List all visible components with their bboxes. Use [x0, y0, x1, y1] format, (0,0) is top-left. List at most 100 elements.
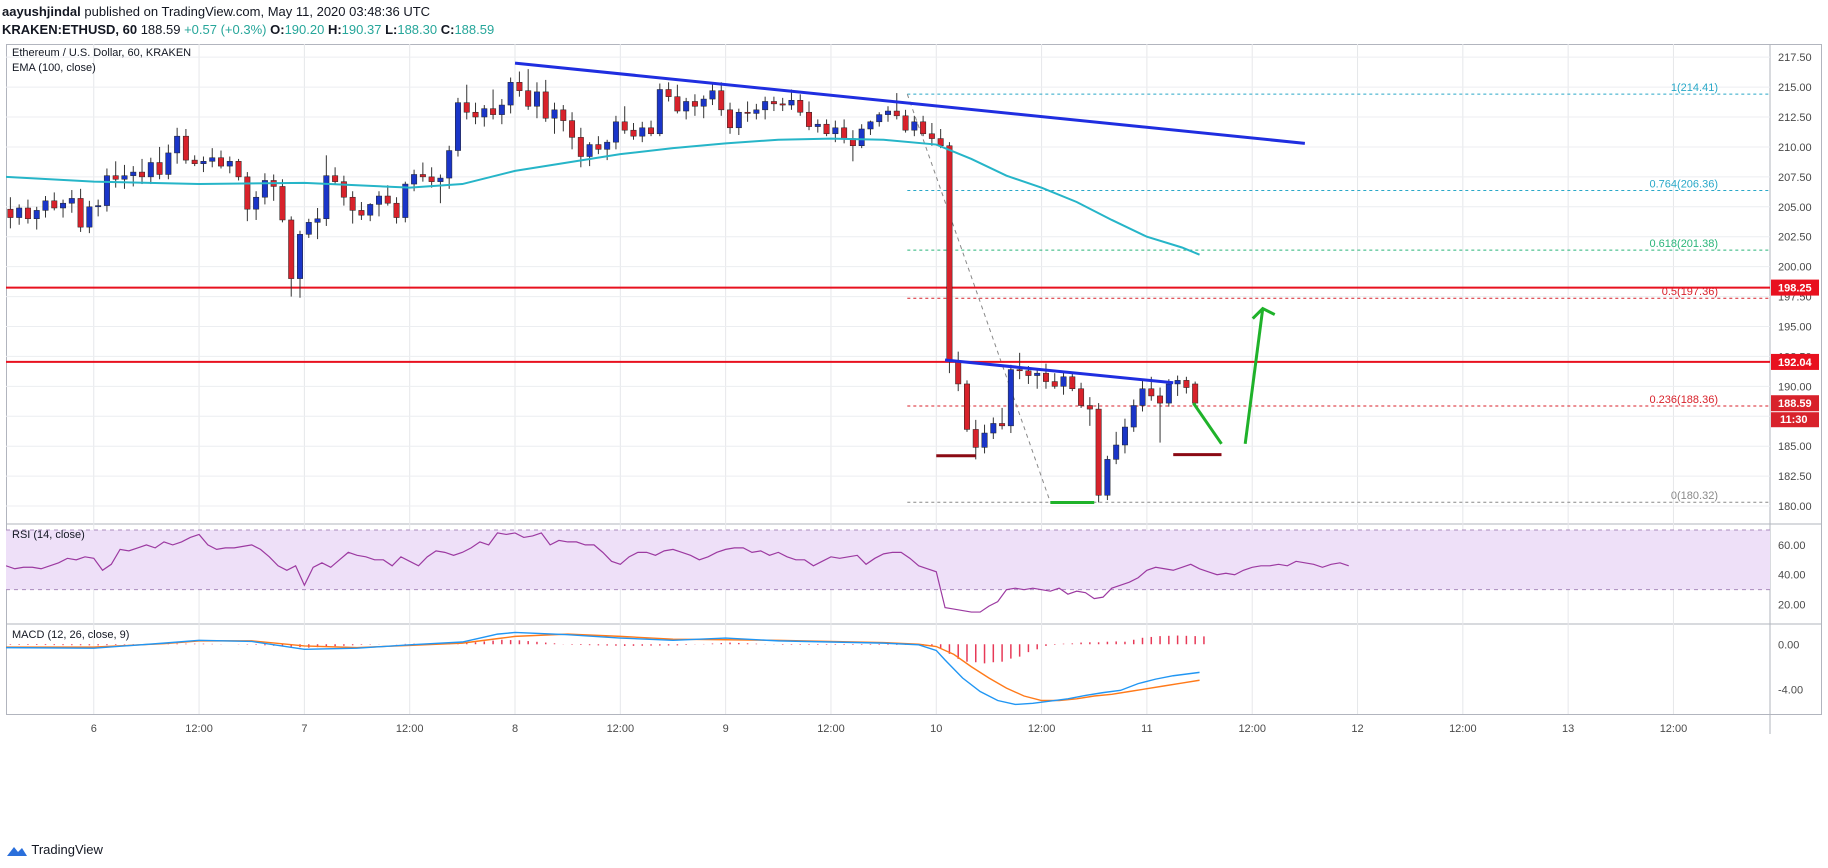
candle-body: [1130, 405, 1137, 428]
rsi-tick-label: 60.00: [1778, 540, 1806, 552]
candle-body: [841, 127, 848, 139]
rsi-line: [6, 532, 1349, 613]
x-tick-label: 13: [1562, 723, 1574, 735]
open-label: O:: [270, 22, 285, 37]
candle-body: [797, 100, 804, 113]
x-tick-label: 11: [1141, 723, 1152, 735]
candle-body: [182, 135, 189, 161]
candle-body: [735, 111, 742, 129]
candle-body: [981, 432, 988, 448]
candle-body: [665, 89, 672, 97]
publish-info: aayushjindal published on TradingView.co…: [2, 4, 430, 19]
candle-body: [288, 219, 295, 279]
candle-body: [411, 174, 418, 185]
candle-body: [1095, 408, 1102, 496]
rsi-tick-label: 20.00: [1778, 600, 1806, 612]
candle-body: [1060, 376, 1067, 387]
candle-body: [718, 90, 725, 111]
candle-body: [1139, 388, 1146, 406]
publish-header: aayushjindal published on TradingView.co…: [0, 0, 1828, 44]
candle-body: [595, 144, 602, 150]
candle-body: [33, 210, 40, 220]
price-change: +0.57 (+0.3%): [184, 22, 267, 37]
candle-body: [323, 175, 330, 220]
candle-body: [814, 123, 821, 127]
x-tick-label: 7: [301, 723, 307, 735]
footer-brand[interactable]: TradingView: [6, 842, 103, 864]
candle-body: [674, 96, 681, 112]
resistance-price-tag: [1771, 279, 1819, 296]
candle-body: [437, 177, 444, 182]
candle-body: [507, 82, 514, 106]
candle-body: [200, 161, 207, 164]
candle-body: [226, 161, 233, 167]
candle-body: [551, 109, 558, 119]
candle-body: [112, 175, 119, 180]
candle-body: [165, 152, 172, 175]
x-tick-label: 12:00: [607, 723, 635, 735]
close-value: 188.59: [454, 22, 495, 37]
x-tick-label: 6: [91, 723, 97, 735]
candle-body: [244, 176, 251, 210]
chart-frame[interactable]: 6 12:00 7 12:00 8 12:00 9 12:00 10 12:00 11 12:00 12…: [6, 44, 1822, 834]
low-label: L:: [385, 22, 398, 37]
candle-body: [1042, 372, 1049, 382]
resistance-price-label: 198.25: [1778, 283, 1812, 295]
candle-body: [1121, 426, 1128, 446]
open-value: 190.20: [284, 22, 325, 37]
fib-level-label: 0.764(206.36): [1650, 179, 1719, 191]
candle-body: [656, 89, 663, 135]
candle-body: [454, 102, 461, 151]
y-tick-label: 205.00: [1778, 202, 1812, 214]
candle-body: [218, 157, 224, 167]
candle-body: [261, 180, 268, 198]
projection-arrow: [1243, 308, 1265, 444]
candle-body: [103, 175, 110, 206]
candle-body: [999, 423, 1006, 427]
candle-body: [297, 234, 303, 279]
candle-body: [639, 127, 646, 137]
y-tick-label: 180.00: [1778, 501, 1812, 513]
candle-body: [788, 100, 795, 106]
candle-body: [393, 202, 400, 218]
candle-body: [1157, 395, 1164, 404]
last-price-tag: [1771, 395, 1819, 412]
y-tick-label: 195.00: [1778, 321, 1812, 333]
y-tick-label: 212.50: [1778, 112, 1812, 124]
candle-body: [1192, 383, 1199, 404]
fib-level-label: 0.236(188.36): [1650, 394, 1719, 406]
y-tick-label: 217.50: [1778, 52, 1812, 64]
rsi-tick-label: 40.00: [1778, 570, 1806, 582]
candle-body: [446, 150, 453, 179]
y-tick-label: 190.00: [1778, 381, 1812, 393]
candle-body: [349, 196, 356, 211]
candle-body: [832, 127, 839, 135]
x-tick-label: 12:00: [817, 723, 845, 735]
candle-body: [463, 102, 470, 113]
candle-body: [569, 120, 576, 138]
low-value: 188.30: [397, 22, 438, 37]
candle-body: [1104, 459, 1111, 496]
candle-body: [621, 121, 628, 131]
fib-level-label: 0.5(197.36): [1662, 286, 1718, 298]
projection-arrow: [1192, 402, 1223, 445]
candle-body: [1025, 370, 1032, 376]
macd-title: MACD (12, 26, close, 9): [12, 629, 129, 641]
candle-body: [683, 101, 690, 112]
candle-body: [498, 104, 505, 115]
close-label: C:: [440, 22, 455, 37]
candle-body: [604, 141, 611, 150]
author-name[interactable]: aayushjindal: [2, 4, 81, 19]
y-tick-label: 202.50: [1778, 232, 1812, 244]
fib-level-label: 0(180.32): [1671, 490, 1718, 502]
candle-body: [885, 110, 891, 115]
candle-body: [156, 162, 163, 175]
tradingview-logo-icon: [7, 846, 27, 856]
trendline: [944, 358, 1174, 385]
candle-body: [630, 129, 637, 137]
last-price-label: 188.59: [1778, 398, 1812, 410]
candle-body: [340, 181, 347, 198]
chart-canvas[interactable]: 6 12:00 7 12:00 8 12:00 9 12:00 10 12:00 11 12:00 12…: [6, 44, 1822, 834]
high-label: H:: [327, 22, 342, 37]
candle-body: [174, 135, 181, 154]
